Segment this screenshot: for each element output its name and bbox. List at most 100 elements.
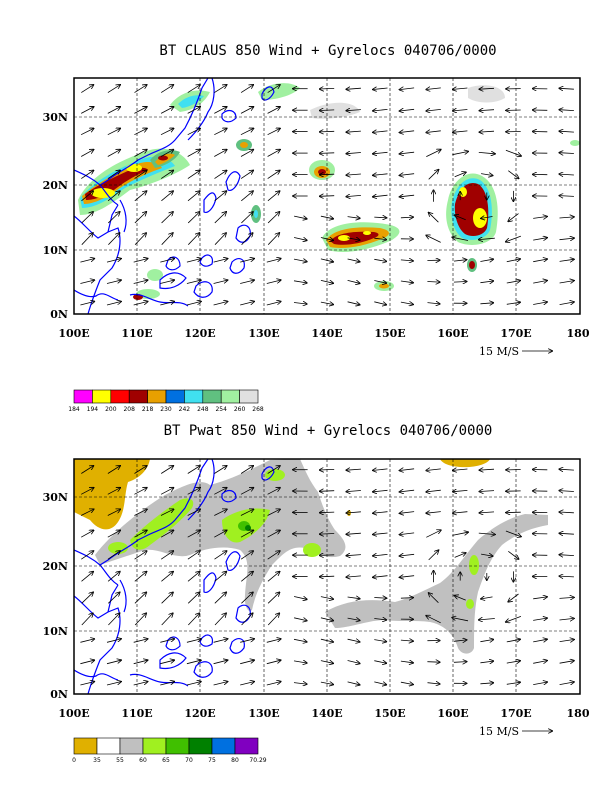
cloud-cluster-160e — [446, 85, 580, 272]
wind-arrow — [214, 85, 226, 93]
wind-arrow — [187, 530, 200, 538]
wind-arrow — [107, 150, 120, 157]
wind-arrow — [533, 259, 547, 262]
wind-arrow — [373, 512, 388, 514]
wind-arrow — [80, 639, 94, 643]
wind-arrow — [160, 660, 174, 665]
wind-arrow — [107, 530, 120, 538]
wind-arrow — [346, 555, 361, 556]
lat-label-0n: 0N — [50, 308, 68, 321]
wind-arrow — [161, 572, 173, 582]
wind-arrow — [374, 682, 386, 685]
wind-arrow — [452, 237, 469, 241]
wind-arrow — [81, 171, 93, 179]
wind-arrow — [400, 195, 415, 197]
wind-arrow — [133, 682, 148, 686]
wind-arrow — [320, 110, 335, 111]
colorbar-label: 208 — [123, 406, 135, 413]
wind-arrow — [214, 572, 227, 582]
colorbar-swatch — [184, 389, 204, 404]
pwat-title: BT Pwat 850 Wind + Gyrelocs 040706/0000 — [164, 423, 493, 439]
wind-arrow — [267, 171, 280, 179]
claus-title: BT CLAUS 850 Wind + Gyrelocs 040706/0000 — [159, 43, 496, 59]
colorbar-label: 184 — [68, 406, 80, 413]
wind-arrow — [480, 683, 493, 684]
wind-arrow — [267, 572, 280, 582]
wind-arrow — [506, 661, 520, 663]
wind-arrow — [133, 259, 148, 263]
wind-arrow — [240, 509, 253, 516]
wind-arrow — [320, 216, 333, 219]
wind-arrow — [187, 150, 200, 157]
wind-arrow — [161, 233, 173, 245]
colorbar-label: 80 — [231, 757, 239, 764]
wind-arrow — [559, 238, 574, 240]
wind-arrow — [267, 592, 279, 604]
wind-arrow — [134, 551, 147, 560]
colorbar-swatch — [142, 737, 167, 755]
wind-arrow — [373, 109, 388, 111]
wind-arrow — [241, 572, 253, 582]
colorbar-swatch — [188, 737, 213, 755]
colorbar-swatch — [211, 737, 236, 755]
colorbar-swatch — [92, 389, 112, 404]
wind-arrow — [506, 616, 522, 622]
claus-wind-vectors — [80, 85, 574, 305]
cloud-cluster-coast — [150, 150, 180, 168]
wind-arrow — [373, 152, 388, 154]
wind-arrow — [400, 109, 415, 111]
wind-arrow — [400, 131, 415, 133]
wind-arrow — [133, 639, 148, 643]
wind-arrow — [559, 618, 574, 620]
wind-arrow — [480, 259, 493, 261]
wind-arrow — [187, 129, 200, 136]
wind-arrow — [533, 238, 547, 240]
wind-arrow — [134, 212, 146, 224]
pwat-panel: BT Pwat 850 Wind + Gyrelocs 040706/0000 — [43, 423, 590, 764]
wind-arrow — [240, 259, 254, 263]
wind-arrow — [426, 530, 440, 538]
wind-arrow — [453, 662, 467, 663]
lon-label-180: 180 — [567, 707, 590, 720]
claus-map-frame — [73, 77, 581, 315]
wind-arrow — [107, 129, 120, 136]
lat-label-30n: 30N — [43, 111, 68, 124]
wind-arrow — [481, 554, 492, 556]
wind-arrow — [160, 302, 174, 306]
wind-arrow — [134, 107, 146, 114]
wind-arrow — [188, 233, 199, 245]
wind-arrow — [186, 639, 201, 643]
colorbar-swatch — [165, 389, 185, 404]
colorbar-swatch — [128, 389, 148, 404]
wind-arrow — [106, 660, 121, 665]
wind-arrow — [213, 302, 228, 306]
wind-arrow — [533, 302, 547, 305]
colorbar-swatch — [202, 389, 222, 404]
wind-arrow — [107, 572, 120, 582]
wind-arrow — [346, 131, 361, 132]
wind-arrow — [107, 191, 120, 202]
lat-label-20n: 20N — [43, 179, 68, 192]
wind-arrow — [294, 216, 307, 219]
wind-arrow — [400, 302, 413, 304]
wind-arrow — [506, 302, 520, 304]
wind-arrow — [453, 88, 468, 89]
wind-arrow — [81, 488, 93, 495]
wind-arrow — [240, 107, 253, 114]
wind-arrow — [559, 512, 574, 513]
wind-arrow — [293, 303, 307, 305]
wind-arrow — [240, 530, 253, 538]
colorbar-label: 0 — [72, 757, 76, 764]
wind-arrow — [559, 217, 574, 218]
wind-arrow — [161, 613, 173, 626]
wind-arrow — [373, 490, 388, 492]
wind-arrow — [506, 259, 520, 262]
wind-arrow — [214, 488, 226, 495]
wind-arrow — [134, 592, 146, 604]
wind-arrow — [429, 213, 439, 223]
wind-arrow — [533, 682, 547, 685]
wind-arrow — [533, 661, 547, 664]
wind-arrow — [241, 212, 252, 224]
wind-arrow — [214, 613, 226, 626]
wind-arrow — [240, 551, 253, 560]
